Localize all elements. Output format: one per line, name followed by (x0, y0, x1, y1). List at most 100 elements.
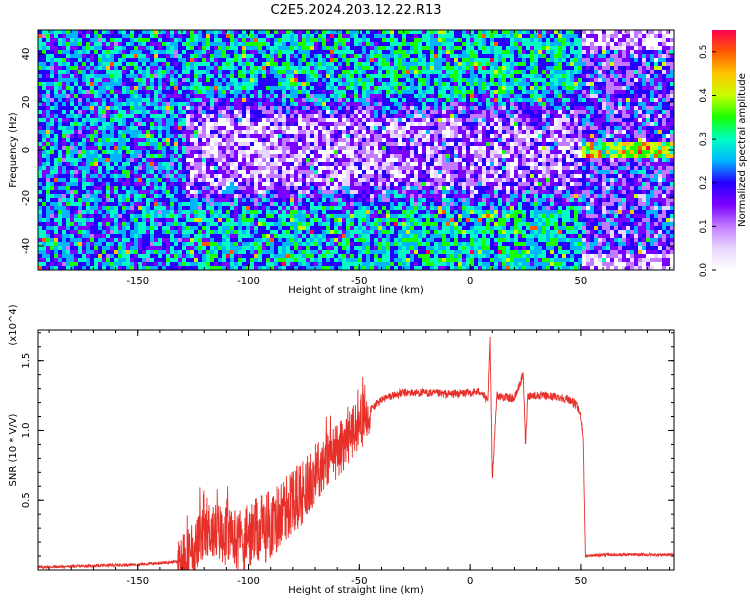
heatmap-cell (126, 54, 130, 58)
heatmap-cell (346, 202, 350, 206)
heatmap-cell (266, 134, 270, 138)
heatmap-cell (338, 238, 342, 242)
heatmap-cell (142, 174, 146, 178)
heatmap-cell (302, 182, 306, 186)
heatmap-cell (366, 38, 370, 42)
heatmap-cell (214, 214, 218, 218)
heatmap-cell (202, 126, 206, 130)
heatmap-cell (338, 230, 342, 234)
heatmap-cell (178, 74, 182, 78)
heatmap-cell (110, 126, 114, 130)
heatmap-cell (322, 202, 326, 206)
heatmap-cell (94, 86, 98, 90)
heatmap-cell (298, 242, 302, 246)
heatmap-cell (262, 226, 266, 230)
heatmap-cell (350, 42, 354, 46)
heatmap-cell (346, 130, 350, 134)
heatmap-cell (66, 230, 70, 234)
heatmap-cell (298, 62, 302, 66)
heatmap-cell (310, 182, 314, 186)
heatmap-cell (178, 206, 182, 210)
heatmap-cell (98, 38, 102, 42)
heatmap-cell (238, 102, 242, 106)
heatmap-cell (310, 42, 314, 46)
heatmap-cell (138, 98, 142, 102)
heatmap-cell (42, 266, 46, 270)
heatmap-cell (374, 222, 378, 226)
heatmap-cell (254, 250, 258, 254)
heatmap-cell (358, 138, 362, 142)
heatmap-cell (286, 70, 290, 74)
heatmap-cell (318, 138, 322, 142)
heatmap-cell (62, 42, 66, 46)
heatmap-cell (94, 54, 98, 58)
heatmap-cell (154, 230, 158, 234)
heatmap-cell (366, 158, 370, 162)
heatmap-cell (310, 262, 314, 266)
heatmap-cell (46, 154, 50, 158)
heatmap-cell (330, 174, 334, 178)
heatmap-cell (110, 222, 114, 226)
heatmap-cell (234, 54, 238, 58)
heatmap-cell (90, 118, 94, 122)
heatmap-cell (322, 122, 326, 126)
heatmap-cell (294, 62, 298, 66)
heatmap-cell (74, 146, 78, 150)
heatmap-cell (42, 210, 46, 214)
heatmap-cell (282, 42, 286, 46)
heatmap-cell (118, 158, 122, 162)
heatmap-cell (378, 194, 382, 198)
heatmap-cell (230, 234, 234, 238)
heatmap-cell (238, 218, 242, 222)
heatmap-cell (294, 170, 298, 174)
heatmap-cell (354, 218, 358, 222)
heatmap-cell (334, 242, 338, 246)
heatmap-cell (194, 186, 198, 190)
heatmap-cell (150, 178, 154, 182)
heatmap-cell (58, 230, 62, 234)
heatmap-cell (62, 238, 66, 242)
heatmap-cell (82, 254, 86, 258)
heatmap-cell (242, 98, 246, 102)
heatmap-cell (226, 98, 230, 102)
heatmap-cell (366, 178, 370, 182)
heatmap-cell (54, 166, 58, 170)
heatmap-cell (110, 86, 114, 90)
heatmap-cell (106, 182, 110, 186)
heatmap-cell (154, 218, 158, 222)
heatmap-cell (206, 170, 210, 174)
heatmap-cell (370, 238, 374, 242)
heatmap-cell (286, 186, 290, 190)
heatmap-cell (274, 34, 278, 38)
heatmap-cell (126, 166, 130, 170)
heatmap-cell (102, 186, 106, 190)
heatmap-cell (378, 42, 382, 46)
heatmap-cell (378, 94, 382, 98)
heatmap-cell (50, 126, 54, 130)
heatmap-cell (174, 222, 178, 226)
heatmap-cell (338, 222, 342, 226)
heatmap-cell (370, 118, 374, 122)
heatmap-cell (354, 50, 358, 54)
heatmap-cell (346, 134, 350, 138)
heatmap-cell (170, 98, 174, 102)
heatmap-cell (334, 42, 338, 46)
heatmap-cell (346, 118, 350, 122)
heatmap-cell (310, 202, 314, 206)
heatmap-cell (310, 210, 314, 214)
heatmap-cell (298, 46, 302, 50)
heatmap-cell (290, 54, 294, 58)
heatmap-cell (206, 218, 210, 222)
heatmap-cell (150, 130, 154, 134)
heatmap-cell (314, 82, 318, 86)
heatmap-cell (146, 42, 150, 46)
heatmap-cell (342, 258, 346, 262)
heatmap-cell (118, 242, 122, 246)
heatmap-cell (150, 206, 154, 210)
heatmap-cell (298, 154, 302, 158)
heatmap-cell (366, 114, 370, 118)
heatmap-cell (342, 130, 346, 134)
heatmap-cell (266, 78, 270, 82)
heatmap-cell (150, 150, 154, 154)
heatmap-cell (290, 90, 294, 94)
